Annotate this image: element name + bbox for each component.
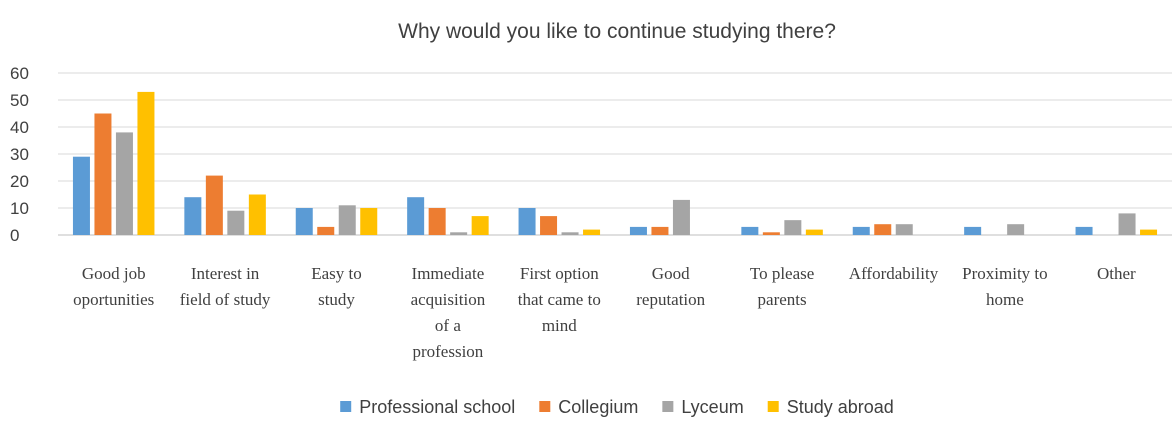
x-category-label: of a — [435, 316, 461, 335]
bar — [805, 229, 823, 235]
bar — [72, 156, 90, 235]
x-category-label: Immediate — [412, 264, 485, 283]
bar — [338, 205, 356, 235]
bar — [295, 208, 313, 235]
x-category-label: profession — [412, 342, 483, 361]
x-category-label: oportunities — [73, 290, 154, 309]
bar — [1118, 213, 1136, 235]
bar — [428, 208, 446, 235]
bar — [518, 208, 536, 235]
bar — [407, 197, 425, 235]
legend-swatch — [539, 401, 551, 412]
bar — [1140, 229, 1158, 235]
bar — [471, 216, 489, 235]
y-tick-label: 0 — [10, 226, 19, 245]
bar — [561, 232, 579, 235]
x-category-label: First option — [520, 264, 599, 283]
bar — [1007, 224, 1025, 235]
x-axis-category-labels: Good job oportunities Interest in field of … — [73, 264, 1136, 361]
bar — [227, 210, 245, 235]
legend-label: Lyceum — [681, 397, 743, 417]
bar — [741, 226, 759, 235]
bar — [137, 91, 155, 236]
bar — [1075, 226, 1093, 235]
bar — [629, 226, 647, 235]
y-tick-label: 40 — [10, 118, 29, 137]
x-category-label: that came to — [518, 290, 601, 309]
x-category-label: Good job — [82, 264, 146, 283]
bar — [94, 113, 112, 235]
y-tick-label: 50 — [10, 91, 29, 110]
y-tick-label: 30 — [10, 145, 29, 164]
bar — [874, 224, 892, 235]
bar — [651, 226, 669, 235]
bar — [672, 199, 690, 235]
bar — [784, 220, 802, 235]
y-tick-label: 10 — [10, 199, 29, 218]
x-category-label: Interest in — [191, 264, 260, 283]
y-tick-label: 20 — [10, 172, 29, 191]
x-category-label: To please — [750, 264, 814, 283]
bar — [360, 208, 378, 235]
x-category-label: field of study — [180, 290, 271, 309]
bars — [72, 91, 1158, 236]
bar — [317, 226, 335, 235]
bar — [540, 216, 558, 235]
x-category-label: Easy to — [311, 264, 362, 283]
chart-title: Why would you like to continue studying … — [398, 20, 836, 43]
x-category-label: mind — [542, 316, 577, 335]
bar — [583, 229, 601, 235]
bar — [852, 226, 870, 235]
bar — [184, 197, 202, 235]
legend-label: Collegium — [558, 397, 638, 417]
legend-swatch — [767, 401, 779, 412]
bar — [762, 232, 780, 235]
y-tick-label: 60 — [10, 64, 29, 83]
x-category-label: home — [986, 290, 1024, 309]
x-category-label: study — [318, 290, 355, 309]
x-category-label: reputation — [636, 290, 705, 309]
x-category-label: Proximity to — [962, 264, 1047, 283]
x-category-label: acquisition — [411, 290, 486, 309]
bar — [115, 132, 133, 235]
legend-swatch — [662, 401, 674, 412]
gridlines — [58, 72, 1172, 236]
bar — [895, 224, 913, 235]
bar — [205, 175, 223, 235]
legend-swatch — [340, 401, 352, 412]
legend-label: Study abroad — [787, 397, 894, 417]
bar — [248, 194, 266, 235]
x-category-label: Affordability — [849, 264, 939, 283]
legend-label: Professional school — [359, 397, 515, 417]
x-category-label: Good — [652, 264, 690, 283]
bar — [450, 232, 468, 235]
y-axis-ticks: 0 10 20 30 40 50 60 — [10, 64, 29, 245]
legend: Professional school Collegium Lyceum Study … — [340, 397, 894, 417]
bar — [964, 226, 982, 235]
x-category-label: parents — [758, 290, 807, 309]
x-category-label: Other — [1097, 264, 1136, 283]
